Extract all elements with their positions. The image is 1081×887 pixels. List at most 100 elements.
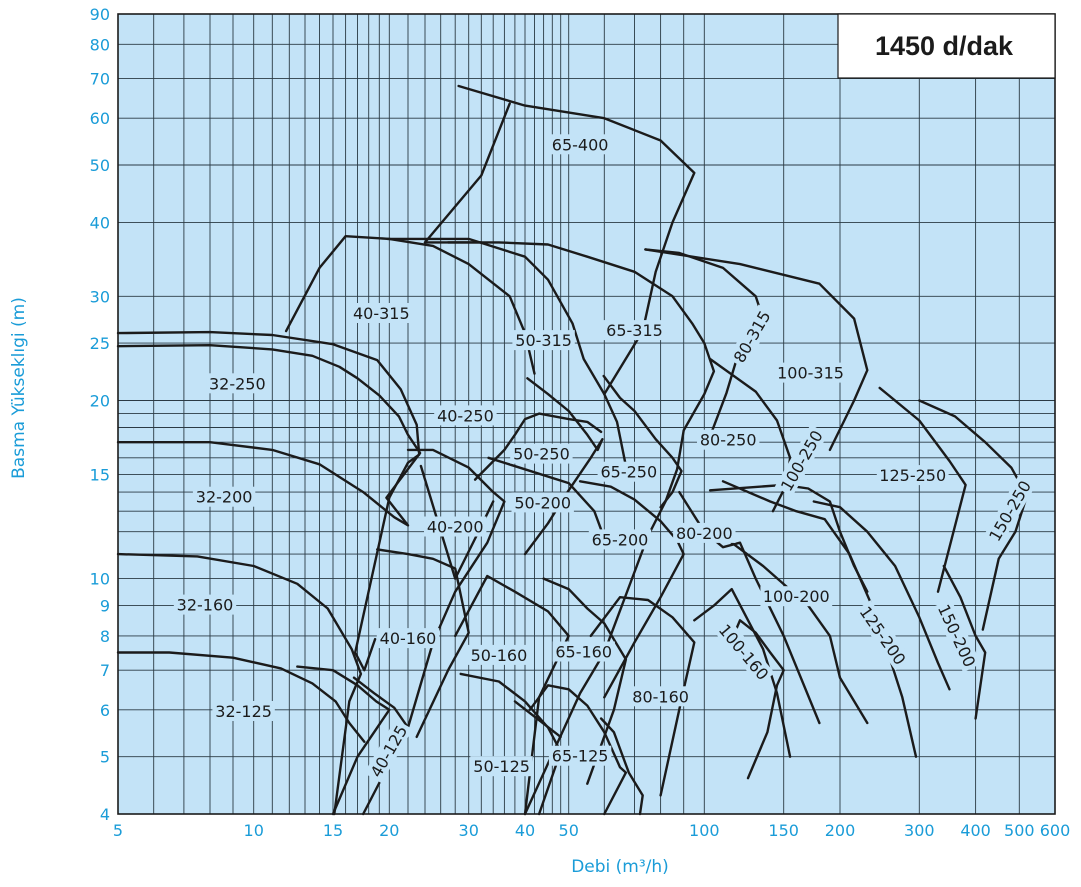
pump-curve (284, 235, 536, 375)
pump-curve (423, 102, 511, 244)
x-tick-label: 100 (689, 821, 720, 840)
region-label-32-125: 32-125 (212, 701, 275, 721)
region-label-bg (629, 686, 692, 707)
region-label-text: 50-200 (514, 493, 571, 512)
y-tick-label: 60 (90, 109, 110, 128)
y-tick-label: 40 (90, 213, 110, 232)
pump-curve (942, 564, 987, 720)
region-label-text: 100-315 (777, 364, 844, 383)
x-tick-label: 15 (323, 821, 343, 840)
region-label-bg (876, 465, 949, 486)
region-label-bg (424, 516, 487, 537)
region-label-40-315: 40-315 (350, 303, 413, 323)
region-label-bg (774, 424, 829, 497)
speed-badge-box (837, 13, 1056, 79)
pump-curve (602, 374, 683, 509)
region-label-bg (467, 644, 531, 665)
region-label-bg (511, 492, 574, 513)
x-tick-label: 40 (515, 821, 535, 840)
region-label-32-160: 32-160 (173, 594, 237, 615)
pump-curve (721, 480, 918, 758)
region-label-50-315: 50-315 (512, 330, 575, 351)
region-label-bg (597, 461, 660, 482)
region-label-bg (548, 134, 612, 155)
region-label-65-400: 65-400 (548, 134, 612, 155)
region-label-80-200: 80-200 (673, 522, 736, 543)
x-tick-label: 5 (113, 821, 123, 840)
region-label-65-315: 65-315 (603, 320, 666, 341)
region-label-text: 65-315 (606, 321, 663, 340)
pump-curve (644, 248, 869, 452)
pump-curve (599, 717, 644, 816)
region-label-50-250: 50-250 (510, 443, 573, 464)
region-label-bg (552, 641, 615, 662)
pump-curve (406, 448, 506, 729)
pump-curve (116, 344, 422, 527)
y-tick-label: 50 (90, 156, 110, 175)
y-tick-label: 70 (90, 70, 110, 89)
region-label-bg (673, 522, 736, 543)
plot-frame (117, 13, 1056, 815)
region-label-40-200: 40-200 (424, 516, 487, 537)
region-label-65-125: 65-125 (548, 745, 612, 766)
pump-curve (376, 548, 470, 739)
region-label-40-250: 40-250 (434, 405, 497, 426)
pump-curve (386, 237, 628, 468)
region-label-65-250: 65-250 (597, 461, 660, 482)
chart-title: 1450 d/dak (875, 31, 1014, 61)
x-tick-label: 30 (459, 821, 479, 840)
region-label-text: 32-250 (209, 374, 266, 393)
region-label-50-160: 50-160 (467, 644, 531, 665)
y-tick-label: 4 (100, 805, 110, 824)
region-label-text: 50-250 (513, 445, 570, 464)
region-label-bg (212, 701, 275, 721)
x-tick-labels: 5 10 15 20 30 40 50 100 150 200 300 400 500 600 (113, 821, 1070, 840)
region-label-bg (760, 586, 833, 607)
region-label-text: 50-315 (515, 331, 572, 350)
region-label-bg (470, 756, 533, 777)
pump-curve (423, 241, 716, 816)
region-label-bg (376, 628, 440, 649)
y-tick-label: 5 (100, 748, 110, 767)
region-label-text: 40-250 (437, 406, 494, 425)
pump-curve (528, 684, 628, 816)
region-label-text: 32-160 (177, 596, 234, 615)
pump-curve (473, 412, 603, 481)
y-tick-label: 6 (100, 701, 110, 720)
pump-curve (812, 500, 951, 691)
pump-curves (116, 84, 1029, 816)
region-label-text: 40-160 (380, 629, 437, 648)
y-tick-label: 25 (90, 334, 110, 353)
region-label-text: 80-160 (632, 687, 689, 706)
region-label-text: 32-125 (215, 702, 272, 721)
region-label-bg (603, 320, 666, 341)
pump-curve (457, 84, 696, 396)
pump-curve (732, 619, 785, 780)
region-label-text: 65-125 (552, 747, 609, 766)
grid-lines (118, 13, 1056, 814)
region-label-bg (713, 617, 775, 686)
region-label-bg (173, 594, 237, 615)
region-label-32-250: 32-250 (206, 373, 269, 394)
x-tick-label: 20 (379, 821, 399, 840)
region-label-65-200: 65-200 (588, 529, 652, 550)
region-label-bg (512, 330, 575, 351)
region-label-text: 40-200 (427, 518, 484, 537)
region-label-125-250: 125-250 (876, 465, 949, 486)
region-label-80-160: 80-160 (629, 686, 692, 707)
region-label-bg (697, 429, 760, 450)
region-label-bg (434, 405, 497, 426)
region-label-bg (548, 745, 612, 766)
region-label-40-160: 40-160 (376, 628, 440, 649)
y-tick-label: 80 (90, 35, 110, 54)
region-label-50-125: 50-125 (470, 756, 533, 777)
region-label-100-200: 100-200 (760, 586, 833, 607)
region-label-text: 65-200 (592, 530, 649, 549)
region-label-65-160: 65-160 (552, 641, 615, 662)
y-tick-label: 20 (90, 392, 110, 411)
x-tick-label: 500 (1004, 821, 1035, 840)
y-axis-title: Basma Yükseklıgi (m) (9, 297, 29, 479)
y-tick-label: 9 (100, 597, 110, 616)
region-label-text: 40-315 (353, 304, 410, 323)
